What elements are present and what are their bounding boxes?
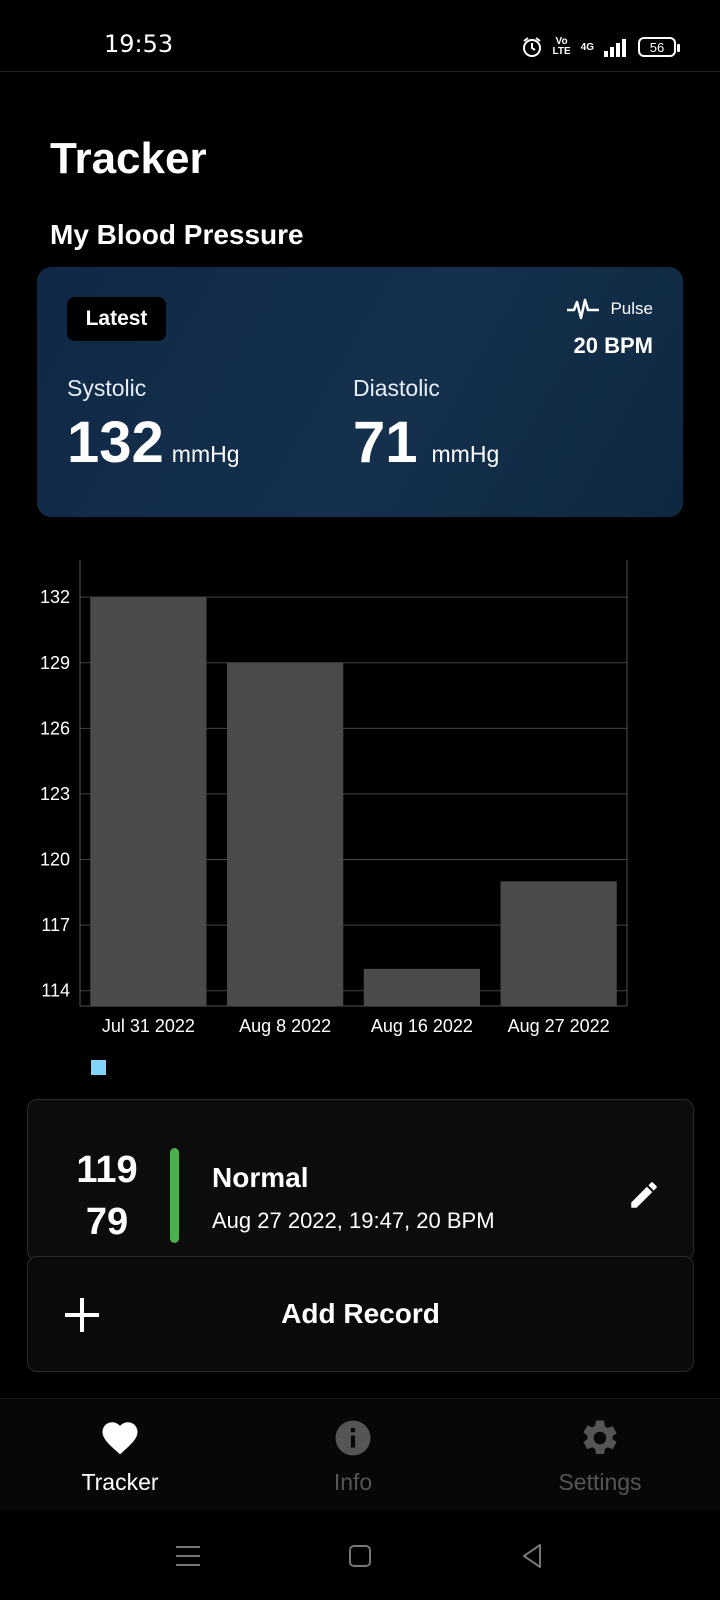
systolic-reading: Systolic 132 mmHg (67, 375, 240, 472)
heartbeat-icon (567, 298, 600, 320)
section-title: My Blood Pressure (50, 219, 304, 250)
chart-bar (500, 881, 617, 1006)
pulse-label: Pulse (610, 299, 653, 318)
chart-bar (363, 968, 480, 1006)
y-tick-label: 126 (40, 718, 70, 738)
diastolic-value: 71 (353, 410, 418, 475)
tab-tracker[interactable]: Tracker (0, 1399, 240, 1511)
signal-icon (604, 39, 626, 57)
tab-info-label: Info (333, 1469, 373, 1495)
add-record-button[interactable]: Add Record (27, 1256, 694, 1372)
y-tick-label: 129 (40, 653, 70, 673)
chart-bar (90, 597, 207, 1006)
record-detail: Aug 27 2022, 19:47, 20 BPM (212, 1208, 495, 1233)
y-tick-label: 123 (40, 784, 70, 804)
diastolic-label: Diastolic (353, 375, 440, 401)
record-diastolic: 79 (85, 1201, 129, 1243)
diastolic-reading: Diastolic 71 mmHg (353, 375, 499, 472)
y-tick-label: 114 (41, 981, 70, 1001)
record-values: 119 79 (72, 1144, 142, 1248)
x-tick-label: Jul 31 2022 (102, 1016, 195, 1036)
system-nav-bar (0, 1510, 720, 1600)
menu-icon[interactable] (172, 1540, 204, 1572)
alarm-icon (522, 37, 541, 57)
tab-settings[interactable]: Settings (480, 1399, 720, 1511)
info-icon (335, 1420, 371, 1456)
volte-top: Vo (555, 36, 568, 47)
edit-icon[interactable] (627, 1178, 661, 1212)
last-record-card[interactable]: 119 79 Normal Aug 27 2022, 19:47, 20 BPM (27, 1099, 694, 1261)
back-icon[interactable] (516, 1540, 548, 1572)
latest-reading-card[interactable]: Latest Pulse 20 BPM Systolic 132 mmHg Di… (37, 267, 683, 517)
heart-icon (102, 1422, 138, 1455)
record-systolic: 119 (76, 1149, 138, 1191)
bottom-nav: Tracker Info Settings (0, 1398, 720, 1510)
chart-bar (227, 662, 344, 1006)
status-indicator-bar (170, 1148, 179, 1243)
pulse-value: 20 BPM (573, 333, 653, 358)
add-record-label: Add Record (281, 1298, 440, 1329)
x-tick-label: Aug 16 2022 (371, 1016, 473, 1036)
status-bar: 19:53 Vo LTE 4G 56 (0, 0, 720, 72)
status-icons: Vo LTE 4G 56 (521, 34, 680, 60)
y-tick-label: 132 (40, 587, 70, 607)
diastolic-unit: mmHg (431, 441, 500, 467)
blood-pressure-chart[interactable]: 132 129 126 123 120 117 114 Jul 31 2022 Aug 8 20… (0, 560, 720, 1080)
home-icon[interactable] (344, 1540, 376, 1572)
x-tick-label: Aug 27 2022 (508, 1016, 610, 1036)
gear-icon (583, 1420, 617, 1455)
network-type: 4G (580, 41, 594, 53)
systolic-label: Systolic (67, 375, 147, 401)
tab-tracker-label: Tracker (81, 1469, 159, 1495)
pulse-block: Pulse 20 BPM (566, 297, 653, 359)
systolic-unit: mmHg (171, 441, 240, 467)
record-status: Normal (212, 1162, 309, 1193)
y-tick-label: 117 (41, 915, 70, 935)
tab-info[interactable]: Info (233, 1399, 473, 1511)
battery-indicator: 56 (638, 37, 680, 57)
latest-chip: Latest (67, 297, 166, 341)
status-time: 19:53 (104, 30, 174, 58)
x-tick-label: Aug 8 2022 (239, 1016, 331, 1036)
legend-swatch (91, 1060, 106, 1075)
tab-settings-label: Settings (558, 1469, 642, 1495)
y-tick-label: 120 (40, 850, 70, 870)
page-title: Tracker (50, 134, 207, 183)
volte-indicator: Vo LTE (553, 37, 571, 57)
systolic-value: 132 (67, 410, 164, 475)
plus-icon (65, 1298, 99, 1332)
volte-bottom: LTE (552, 46, 571, 57)
